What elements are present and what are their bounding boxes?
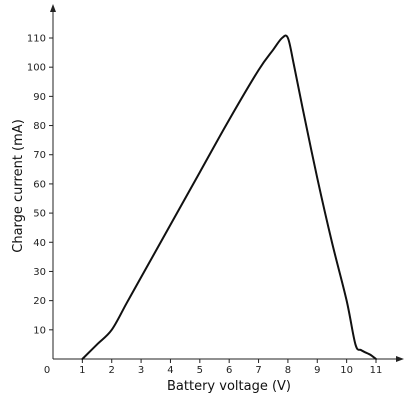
y-tick-label: 40 (33, 238, 46, 249)
x-tick-label: 9 (314, 365, 320, 376)
y-tick-label: 10 (33, 325, 46, 336)
series-line (81, 34, 377, 360)
x-tick-label: 6 (226, 365, 232, 376)
axes (50, 4, 404, 362)
x-tick-label: 2 (109, 365, 115, 376)
y-tick-label: 110 (27, 34, 46, 45)
y-tick-label: 80 (33, 121, 46, 132)
y-tick-label: 30 (33, 267, 46, 278)
x-tick-label: 4 (167, 365, 173, 376)
x-tick-label: 5 (197, 365, 203, 376)
x-tick-label: 11 (370, 365, 383, 376)
x-axis-title: Battery voltage (V) (167, 379, 291, 394)
y-axis-title: Charge current (mA) (11, 119, 26, 253)
x-tick-label: 1 (79, 365, 85, 376)
y-tick-label: 60 (33, 179, 46, 190)
x-ticks: 0 1 2 3 4 5 6 7 8 9 10 11 (44, 359, 383, 376)
y-tick-label: 100 (27, 63, 46, 74)
x-tick-label: 8 (285, 365, 291, 376)
y-tick-label: 70 (33, 150, 46, 161)
x-tick-label: 10 (340, 365, 353, 376)
x-tick-label: 0 (44, 365, 50, 376)
x-tick-label: 3 (138, 365, 144, 376)
y-tick-label: 20 (33, 296, 46, 307)
y-tick-label: 50 (33, 209, 46, 220)
y-tick-label: 90 (33, 92, 46, 103)
y-ticks: 10 20 30 40 50 60 70 80 90 100 110 (27, 34, 53, 336)
series-layer (81, 34, 377, 360)
x-axis-arrow (396, 356, 404, 362)
y-axis-arrow (50, 4, 56, 12)
x-tick-label: 7 (255, 365, 261, 376)
